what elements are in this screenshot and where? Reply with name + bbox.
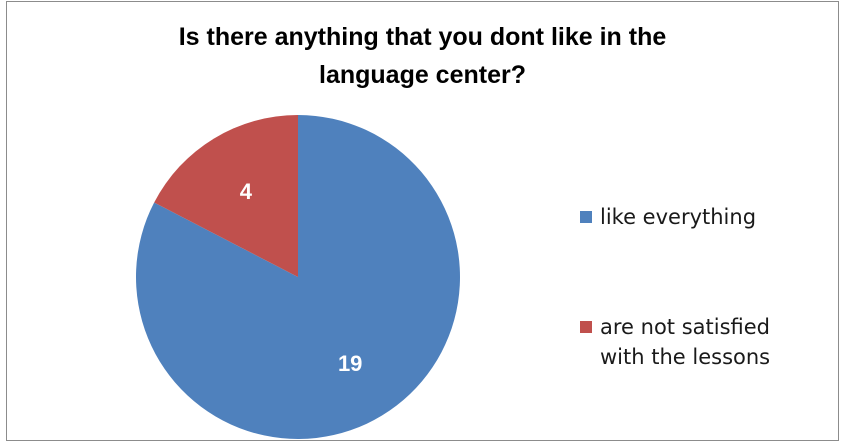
chart-title-line-2: language center? [319, 61, 526, 89]
chart-title-line-1: Is there anything that you dont like in … [178, 23, 667, 51]
pie-slice-1 [154, 115, 298, 277]
legend-swatch-not-satisfied [580, 321, 592, 333]
legend-label-like-everything: like everything [600, 205, 757, 229]
legend-swatch-like-everything [580, 211, 592, 223]
chart-title: Is there anything that you dont like in … [0, 18, 845, 94]
pie-data-label-0: 19 [338, 351, 362, 376]
legend-label-not-satisfied: are not satisfied with the lessons [600, 315, 771, 369]
legend-item-like-everything: like everything [580, 202, 820, 232]
legend-item-not-satisfied: are not satisfied with the lessons [580, 312, 820, 372]
pie-data-label-1: 4 [240, 179, 253, 204]
